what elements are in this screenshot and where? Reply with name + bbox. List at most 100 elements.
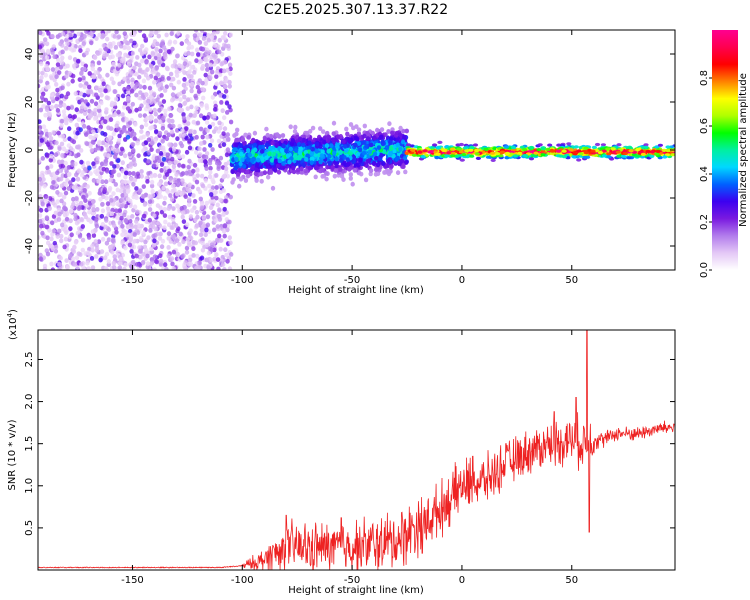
spectrogram-cell [114, 148, 120, 154]
spectrogram-cell [390, 130, 395, 136]
spectrogram-cell [160, 76, 165, 82]
spectrogram-cell [180, 154, 186, 160]
spectrogram-cell [132, 131, 137, 137]
spectrogram-cell [212, 227, 217, 233]
spectrogram-cell [149, 115, 155, 121]
spectrogram-cell [313, 174, 318, 180]
spectrogram-cell [81, 266, 87, 270]
spectrogram-cell [135, 262, 140, 267]
spectrogram-cell [100, 201, 105, 207]
spectrogram-cell [41, 104, 46, 109]
spectrogram-cell [142, 49, 147, 54]
spectrogram-cell [264, 155, 269, 161]
spectrogram-cell [112, 89, 117, 94]
spectrogram-cell [318, 159, 323, 165]
spectrogram-cell [39, 181, 44, 186]
spectrogram-cell [177, 242, 182, 247]
spectrogram-cell [111, 201, 116, 207]
spectrogram-cell [117, 220, 123, 226]
spectrogram-cell [125, 134, 131, 140]
spectrogram-cell [130, 82, 135, 88]
spectrogram-cell [114, 229, 119, 235]
spectrogram-cell [153, 75, 158, 81]
spectrogram-cell [259, 171, 264, 177]
spectrogram-cell [475, 156, 481, 160]
spectrogram-cell [213, 218, 218, 224]
spectrogram-cell [163, 52, 168, 58]
spectrogram-cell [207, 183, 212, 189]
spectrogram-cell [57, 70, 62, 75]
spectrogram-cell [89, 40, 94, 46]
spectrogram-cell [87, 115, 92, 121]
spectrogram-cell [75, 264, 80, 270]
spectrogram-cell [184, 249, 190, 255]
spectrogram-cell [168, 239, 173, 244]
spectrogram-cell [205, 222, 211, 228]
spectrogram-cell [209, 192, 214, 197]
spectrogram-cell [108, 177, 114, 183]
spectrogram-cell [121, 117, 126, 122]
spectrogram-cell [235, 172, 241, 177]
spectrogram-cell [223, 247, 228, 253]
spectrogram-cell [155, 97, 160, 103]
spectrogram-cell [347, 166, 352, 172]
spectrogram-cell [345, 157, 350, 163]
spectrogram-cell [218, 238, 224, 244]
spectrogram-cell [134, 82, 140, 87]
spectrogram-cell [222, 35, 227, 41]
spectrogram-cell [153, 118, 159, 124]
spectrogram-cell [193, 240, 198, 246]
spectrogram-cell [186, 45, 191, 51]
spectrogram-cell [70, 162, 75, 168]
spectrogram-cell [83, 198, 88, 204]
spectrogram-cell [59, 59, 65, 65]
spectrogram-cell [68, 226, 73, 232]
spectrogram-cell [91, 74, 97, 80]
spectrogram-cell [130, 101, 135, 107]
spectrogram-cell [38, 235, 41, 240]
spectrogram-cell [60, 85, 65, 91]
spectrogram-cell [171, 164, 177, 170]
spectrogram-cell [60, 49, 65, 55]
spectrogram-cell [126, 61, 132, 67]
spectrogram-cell [309, 160, 314, 166]
spectrogram-cell [99, 249, 105, 255]
spectrogram-cell [272, 167, 278, 173]
spectrogram-cell [162, 206, 167, 212]
spectrogram-cell [131, 157, 136, 162]
spectrogram-cell [117, 62, 122, 68]
spectrogram-cell [74, 107, 80, 113]
spectrogram-cell [184, 126, 189, 131]
spectrogram-cell [225, 258, 230, 264]
spectrogram-cell [190, 51, 195, 57]
spectrogram-cell [221, 131, 226, 137]
spectrogram-cell [51, 180, 56, 185]
spectrogram-cell [171, 266, 176, 270]
spectrogram-cell [335, 144, 340, 149]
spectrogram-cell [145, 261, 151, 267]
spectrogram-cell [335, 134, 341, 140]
spectrogram-cell [182, 94, 187, 100]
spectrogram-cell [117, 133, 122, 139]
spectrogram-cell [110, 100, 115, 106]
spectrogram-cell [362, 123, 367, 129]
spectrogram-cell [132, 238, 138, 244]
spectrogram-cell [145, 253, 150, 259]
spectrogram-cell [78, 127, 83, 133]
spectrogram-cell [197, 260, 202, 266]
spectrogram-cell [228, 71, 233, 76]
spectrogram-cell [169, 197, 175, 202]
spectrogram-cell [60, 55, 65, 61]
spectrogram-cell [314, 141, 320, 147]
spectrogram-cell [227, 83, 232, 89]
spectrogram-cell [238, 143, 243, 148]
spectrogram-cell [369, 142, 374, 148]
spectrogram-cell [130, 214, 135, 219]
spectrogram-cell [60, 31, 66, 37]
spectrogram-cell [200, 46, 206, 52]
spectrogram-cell [46, 219, 52, 225]
spectrogram-cell [94, 223, 100, 229]
spectrogram-cell [260, 156, 265, 162]
spectrogram-cell [189, 65, 194, 70]
spectrogram-cell [296, 161, 301, 166]
